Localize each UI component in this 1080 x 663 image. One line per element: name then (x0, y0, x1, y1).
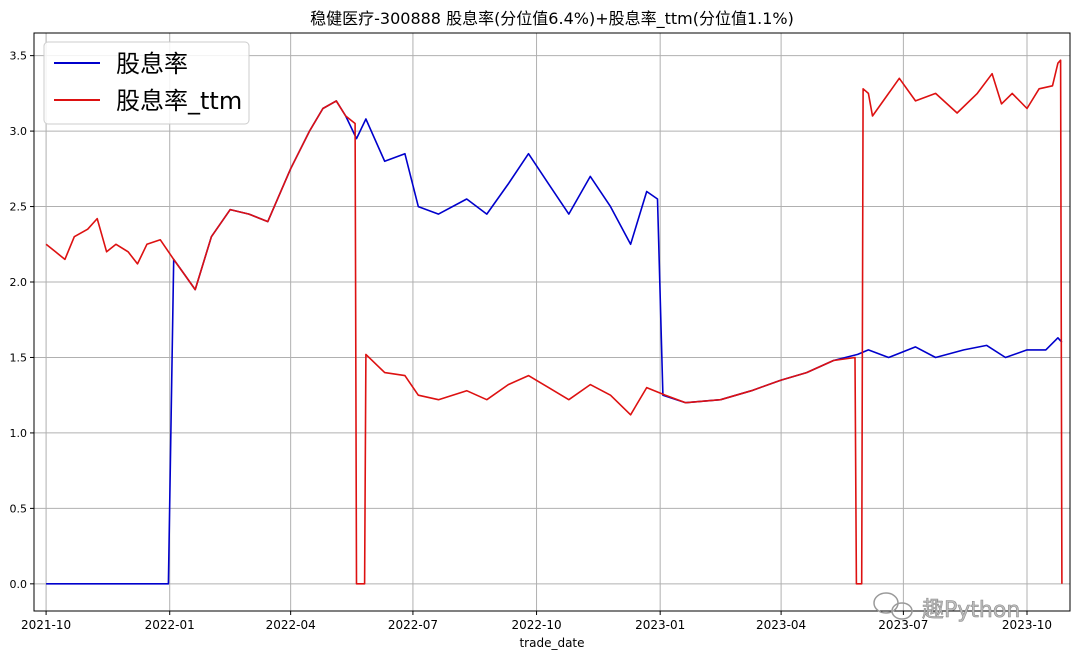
x-tick-label: 2022-01 (145, 618, 195, 632)
series-layer (45, 59, 1063, 585)
y-tick-label: 0.5 (10, 502, 28, 515)
x-tick-label: 2022-07 (388, 618, 438, 632)
wechat-icon (873, 592, 913, 620)
legend-label-dividend-yield: 股息率 (116, 50, 188, 78)
y-tick-label: 2.0 (10, 276, 28, 289)
series-line-dividend-yield (46, 100, 1063, 585)
watermark: 趣Python (873, 592, 1021, 623)
x-tick-label: 2023-10 (1002, 618, 1052, 632)
y-tick-label: 1.5 (10, 351, 28, 364)
y-tick-layer: 0.0 0.5 1.0 1.5 2.0 2.5 3.0 3.5 (10, 50, 34, 591)
legend: 股息率 股息率_ttm (43, 41, 250, 125)
y-tick-label: 2.5 (10, 201, 28, 214)
watermark-text: 趣Python (922, 598, 1020, 623)
x-tick-label: 2022-10 (511, 618, 561, 632)
chart-title: 稳健医疗-300888 股息率(分位值6.4%)+股息率_ttm(分位值1.1%… (310, 9, 794, 29)
plot-frame (33, 32, 1071, 612)
x-tick-label: 2023-01 (635, 618, 685, 632)
y-tick-label: 3.5 (10, 50, 28, 63)
x-tick-label: 2021-10 (21, 618, 71, 632)
x-tick-label: 2023-04 (756, 618, 806, 632)
x-axis-label: trade_date (519, 636, 584, 650)
x-tick-label: 2023-07 (878, 618, 928, 632)
y-tick-label: 1.0 (10, 427, 28, 440)
series-line-dividend-yield-ttm (45, 59, 1063, 585)
legend-label-dividend-yield-ttm: 股息率_ttm (116, 87, 242, 115)
y-tick-label: 0.0 (10, 578, 28, 591)
x-tick-label: 2022-04 (266, 618, 316, 632)
y-tick-label: 3.0 (10, 125, 28, 138)
x-tick-layer: 2021-10 2022-01 2022-04 2022-07 2022-10 2023-… (21, 611, 1052, 632)
